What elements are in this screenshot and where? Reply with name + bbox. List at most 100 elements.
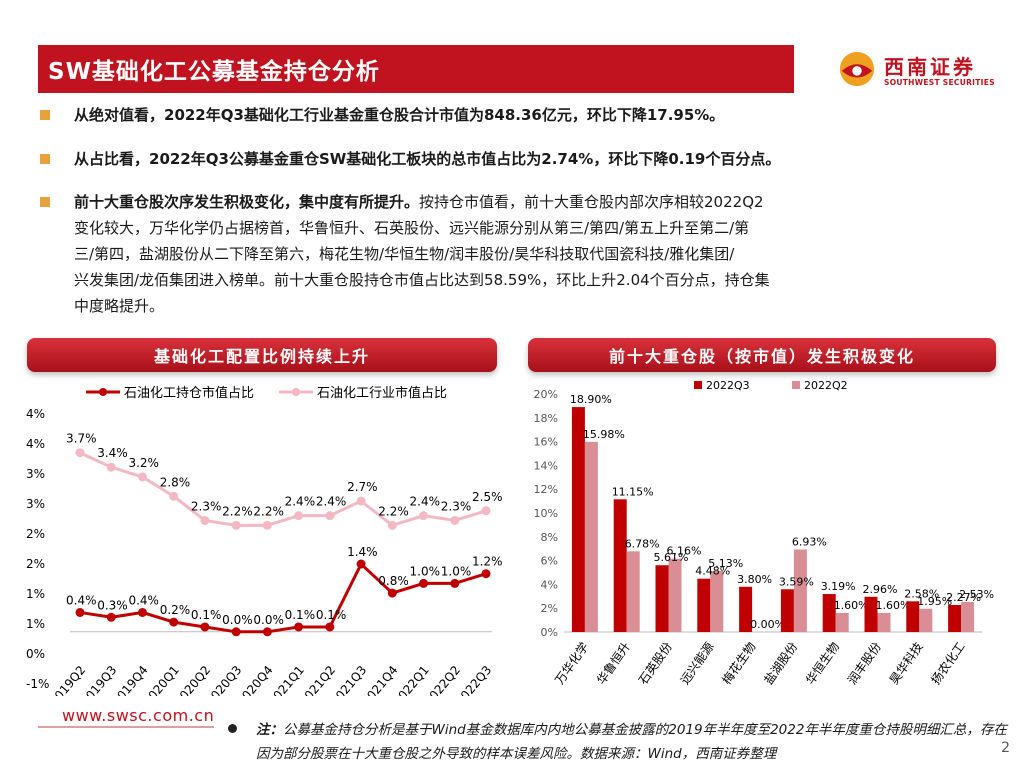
- data-point: [325, 511, 335, 521]
- x-tick-label: 2022Q2: [422, 663, 463, 696]
- y-tick-label: 2%: [541, 602, 558, 615]
- y-tick-label: 4%: [541, 578, 558, 591]
- data-point: [419, 578, 429, 588]
- data-point: [356, 496, 366, 506]
- data-label: 0.4%: [128, 593, 159, 607]
- y-tick-label: 18%: [534, 412, 558, 425]
- bullet-bold-text: 前十大重仓股次序发生积极变化，集中度有所提升。: [74, 193, 420, 211]
- bar-2022q3: [948, 604, 962, 632]
- y-tick-label: 1%: [26, 617, 45, 631]
- bar-2022q2: [919, 608, 933, 632]
- data-label: 2.5%: [472, 490, 503, 504]
- data-label: 0.1%: [191, 608, 222, 622]
- data-label: 2.4%: [410, 495, 441, 509]
- footer-url[interactable]: www.swsc.com.cn: [62, 706, 215, 725]
- footnote-bullet-icon: [228, 724, 237, 733]
- bar-2022q3: [822, 594, 836, 632]
- x-tick-label: 2022Q1: [390, 663, 431, 696]
- data-point: [387, 588, 397, 598]
- data-label: 2.4%: [316, 495, 347, 509]
- data-label: 0.4%: [66, 593, 97, 607]
- data-point: [450, 515, 460, 525]
- y-tick-label: 6%: [541, 555, 558, 568]
- data-label: 0.2%: [160, 603, 191, 617]
- data-point: [231, 627, 241, 637]
- footnote-text: 公募基金持仓分析是基于Wind基金数据库内内地公募基金披露的2019年半年度至2…: [256, 722, 1007, 762]
- legend-marker: [99, 388, 107, 396]
- data-label: 0.1%: [316, 608, 347, 622]
- data-label: 2.96%: [863, 583, 898, 596]
- data-point: [481, 569, 491, 579]
- data-label: 0.0%: [253, 613, 284, 627]
- logo-text-en: SOUTHWEST SECURITIES: [884, 78, 995, 87]
- data-label: 11.15%: [612, 485, 654, 498]
- x-tick-label: 梅花生物: [719, 639, 759, 687]
- y-tick-label: 10%: [534, 507, 558, 520]
- data-label: 2.8%: [160, 475, 191, 489]
- data-point: [231, 520, 241, 530]
- legend-label: 2022Q2: [804, 379, 848, 392]
- bar-2022q2: [668, 558, 682, 632]
- data-point: [137, 472, 147, 482]
- page-title: SW基础化工公募基金持仓分析: [48, 59, 380, 85]
- y-tick-label: 1%: [26, 587, 45, 601]
- bar-2022q3: [697, 578, 711, 632]
- data-label: 1.95%: [917, 595, 952, 608]
- data-label: 0.1%: [285, 608, 316, 622]
- bullet-item: 从占比看，2022年Q3公募基金重仓SW基础化工板块的总市值占比为2.74%，环…: [38, 146, 780, 172]
- x-tick-label: 2019Q4: [109, 663, 150, 696]
- data-label: 0.8%: [378, 574, 409, 588]
- data-label: 3.2%: [128, 456, 159, 470]
- data-label: 1.60%: [834, 599, 869, 612]
- data-label: 0.3%: [97, 598, 128, 612]
- x-tick-label: 2020Q2: [172, 663, 213, 696]
- series-line: [79, 451, 487, 527]
- bar-2022q2: [961, 601, 975, 632]
- data-label: 15.98%: [583, 428, 625, 441]
- data-point: [137, 607, 147, 617]
- data-label: 1.2%: [472, 555, 503, 569]
- data-label: 2.3%: [191, 499, 222, 513]
- bullet-text: 从占比看，2022年Q3公募基金重仓SW基础化工板块的总市值占比为2.74%，环…: [74, 150, 781, 168]
- bullet-text: 按持仓市值看，前十大重仓股内部次序相较2022Q2: [419, 193, 764, 211]
- data-label: 1.0%: [441, 564, 472, 578]
- bar-2022q3: [655, 565, 669, 632]
- data-point: [75, 448, 85, 458]
- page-title-bar: SW基础化工公募基金持仓分析: [38, 45, 794, 93]
- data-label: 1.60%: [876, 599, 911, 612]
- legend-label: 石油化工持仓市值占比: [124, 385, 254, 401]
- data-label: 6.78%: [625, 537, 660, 550]
- y-tick-label: 16%: [534, 436, 558, 449]
- data-label: 2.4%: [285, 495, 316, 509]
- legend-swatch: [694, 381, 702, 389]
- x-tick-label: 2021Q3: [328, 663, 369, 696]
- left-chart-title: 基础化工配置比例持续上升: [27, 338, 497, 372]
- x-tick-label: 润丰股份: [845, 640, 884, 687]
- x-tick-label: 扬农化工: [928, 639, 968, 687]
- bar-2022q2: [584, 441, 598, 632]
- bar-2022q3: [571, 407, 585, 632]
- x-tick-label: 2021Q4: [359, 663, 400, 696]
- x-tick-label: 2022Q3: [453, 663, 494, 696]
- x-tick-label: 万华化学: [552, 639, 592, 687]
- data-label: 2.2%: [222, 504, 253, 518]
- data-label: 0.0%: [222, 613, 253, 627]
- legend-label: 2022Q3: [706, 379, 750, 392]
- right-chart-title: 前十大重仓股（按市值）发生积极变化: [528, 338, 996, 372]
- x-tick-label: 2020Q4: [234, 663, 275, 696]
- bar-2022q2: [877, 612, 891, 632]
- data-point: [169, 617, 179, 627]
- legend-marker: [292, 388, 300, 396]
- line-chart: 石油化工持仓市值占比 石油化工行业市值占比 4% 4% 3% 3% 2% 2% 1% 1% 0% -1…: [26, 385, 503, 696]
- bullet-text-line: 兴发集团/龙佰集团进入榜单。前十大重仓股持仓市值占比达到58.59%，环比上升2…: [74, 271, 770, 289]
- x-tick-label: 2019Q2: [47, 663, 88, 696]
- y-tick-label: 2%: [26, 527, 45, 541]
- data-label: 3.80%: [737, 573, 772, 586]
- y-tick-label: 3%: [26, 467, 45, 481]
- data-label: 6.93%: [792, 536, 827, 549]
- x-tick-label: 远兴能源: [678, 640, 717, 687]
- y-tick-label: 2%: [26, 557, 45, 571]
- bullet-square-icon: [40, 154, 50, 164]
- data-label: 2.7%: [347, 480, 378, 494]
- data-point: [106, 612, 116, 622]
